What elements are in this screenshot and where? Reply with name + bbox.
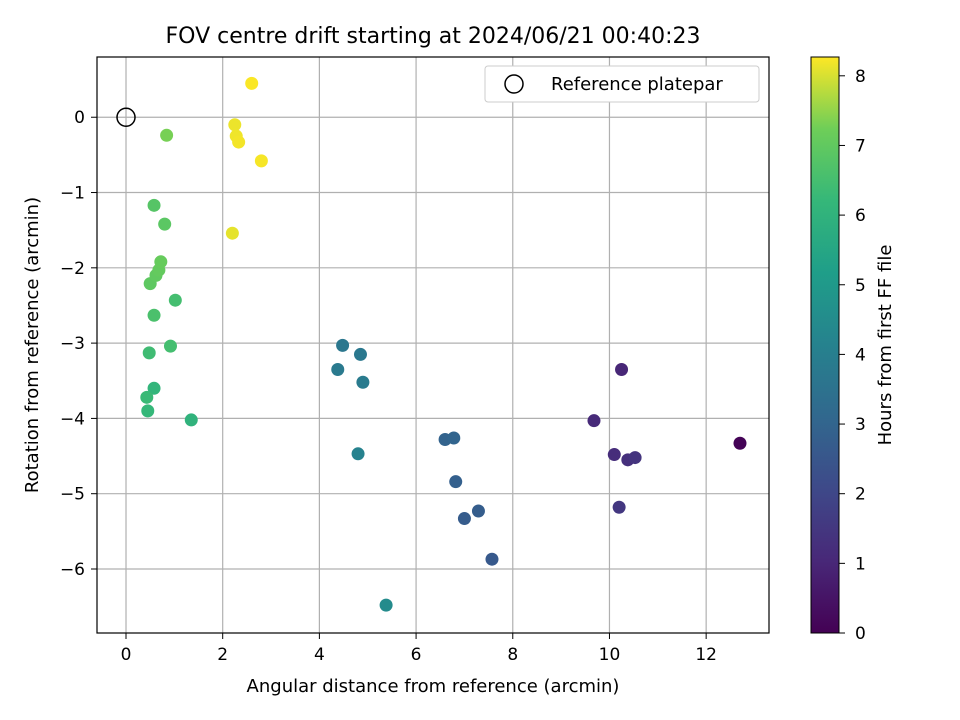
colorbar-ticks: 0 1 2 3 4 5 6 7 8 [839,67,866,644]
colorbar-gradient [810,56,840,634]
x-axis-label: Angular distance from reference (arcmin) [247,676,620,697]
data-point [471,504,485,518]
colorbar-tick-label: 1 [855,554,866,574]
y-tick-label: 0 [74,108,85,128]
data-point [615,362,629,376]
colorbar-tick-label: 8 [855,67,866,87]
data-point [154,255,168,269]
colorbar-tick-label: 4 [855,345,866,365]
legend: Reference platepar [484,65,760,103]
data-point [232,135,246,149]
data-point [160,128,174,142]
x-tick-label: 4 [314,645,325,665]
y-tick-label: −2 [60,259,85,279]
data-point [457,512,471,526]
data-point [485,552,499,566]
grid-lines [97,57,769,633]
data-point [168,293,182,307]
y-axis-label: Rotation from reference (arcmin) [22,197,43,493]
data-point [140,390,154,404]
data-point [449,475,463,489]
data-point [447,431,461,445]
data-point [331,362,345,376]
data-point [351,447,365,461]
colorbar-tick-label: 6 [855,206,866,226]
data-point [163,339,177,353]
data-point [225,226,239,240]
plot-area-frame [96,56,770,634]
colorbar-tick-label: 0 [855,624,866,644]
y-tick-label: −4 [60,409,85,429]
data-point [245,76,259,90]
colorbar: 0 1 2 3 4 5 6 7 8 Hours from first FF file [810,56,896,644]
y-tick-label: −6 [60,560,85,580]
colorbar-tick-label: 7 [855,136,866,156]
reference-platepar-marker [116,107,136,127]
data-point [379,598,393,612]
colorbar-tick-label: 5 [855,276,866,296]
data-point [147,381,161,395]
y-tick-label: −3 [60,334,85,354]
data-point [612,500,626,514]
data-point [147,198,161,212]
data-point [628,451,642,465]
x-tick-label: 0 [121,645,132,665]
data-point [353,347,367,361]
y-ticks: 0 −1 −2 −3 −4 −5 −6 [60,108,97,580]
data-point [607,448,621,462]
data-point [184,413,198,427]
x-tick-label: 6 [411,645,422,665]
data-point [147,308,161,322]
colorbar-tick-label: 2 [855,485,866,505]
data-point [733,436,747,450]
data-point [141,404,155,418]
x-tick-label: 2 [217,645,228,665]
data-point [158,217,172,231]
data-point [587,414,601,428]
y-tick-label: −1 [60,184,85,204]
legend-box [484,65,760,103]
colorbar-tick-label: 3 [855,415,866,435]
y-tick-label: −5 [60,485,85,505]
legend-marker-icon [504,74,524,94]
x-ticks: 0 2 4 6 8 10 12 [121,633,717,665]
data-point [228,118,242,132]
x-tick-label: 8 [507,645,518,665]
data-point [336,338,350,352]
data-points [140,76,747,612]
x-tick-label: 10 [599,645,621,665]
data-point [254,154,268,168]
colorbar-label: Hours from first FF file [875,245,896,446]
data-point [356,375,370,389]
data-point [142,346,156,360]
chart-title: FOV centre drift starting at 2024/06/21 … [166,24,701,49]
legend-entry: Reference platepar [551,74,723,95]
x-tick-label: 12 [695,645,717,665]
